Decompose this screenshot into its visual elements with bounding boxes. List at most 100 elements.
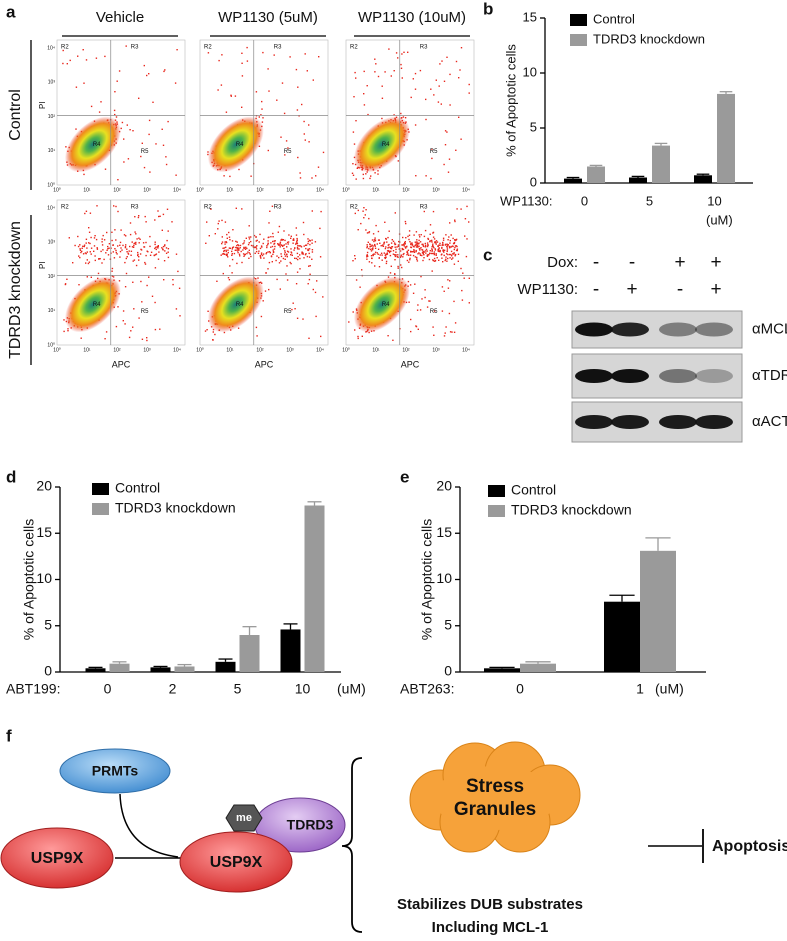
event-dot bbox=[228, 277, 229, 278]
event-dot bbox=[392, 340, 393, 341]
event-dot bbox=[385, 246, 386, 247]
event-dot bbox=[221, 54, 222, 55]
event-dot bbox=[315, 316, 316, 317]
event-dot bbox=[243, 242, 244, 243]
event-dot bbox=[315, 292, 316, 293]
column-header: WP1130 (10uM) bbox=[358, 9, 466, 26]
event-dot bbox=[96, 58, 97, 59]
event-dot bbox=[394, 259, 395, 260]
event-dot bbox=[80, 250, 81, 251]
event-dot bbox=[308, 141, 309, 142]
event-dot bbox=[138, 98, 139, 99]
event-dot bbox=[405, 221, 406, 222]
event-dot bbox=[120, 229, 121, 230]
event-dot bbox=[98, 258, 99, 259]
event-dot bbox=[320, 256, 321, 257]
event-dot bbox=[259, 116, 260, 117]
event-dot bbox=[274, 243, 275, 244]
event-dot bbox=[155, 267, 156, 268]
event-dot bbox=[425, 175, 426, 176]
event-dot bbox=[456, 239, 457, 240]
event-dot bbox=[247, 60, 248, 61]
event-dot bbox=[117, 179, 118, 180]
event-dot bbox=[164, 69, 165, 70]
event-dot bbox=[208, 52, 209, 53]
event-dot bbox=[449, 280, 450, 281]
event-dot bbox=[84, 246, 85, 247]
event-dot bbox=[267, 244, 268, 245]
event-dot bbox=[213, 331, 214, 332]
bar-chart: d05101520% of Apoptotic cells02510ABT199… bbox=[6, 467, 366, 696]
sign: - bbox=[593, 279, 599, 300]
event-dot bbox=[415, 175, 416, 176]
tick-label: 10¹ bbox=[226, 347, 234, 353]
event-dot bbox=[142, 339, 143, 340]
event-dot bbox=[154, 302, 155, 303]
blot-band bbox=[575, 323, 613, 337]
event-dot bbox=[140, 249, 141, 250]
event-dot bbox=[397, 57, 398, 58]
event-dot bbox=[129, 337, 130, 338]
event-dot bbox=[113, 251, 114, 252]
event-dot bbox=[205, 330, 206, 331]
event-dot bbox=[425, 250, 426, 251]
event-dot bbox=[421, 234, 422, 235]
event-dot bbox=[378, 231, 379, 232]
event-dot bbox=[363, 207, 364, 208]
event-dot bbox=[391, 246, 392, 247]
event-dot bbox=[433, 260, 434, 261]
event-dot bbox=[285, 255, 286, 256]
event-dot bbox=[402, 237, 403, 238]
event-dot bbox=[364, 71, 365, 72]
event-dot bbox=[425, 99, 426, 100]
event-dot bbox=[209, 235, 210, 236]
event-dot bbox=[114, 91, 115, 92]
event-dot bbox=[250, 241, 251, 242]
event-dot bbox=[370, 175, 371, 176]
event-dot bbox=[417, 260, 418, 261]
event-dot bbox=[239, 254, 240, 255]
event-dot bbox=[363, 178, 364, 179]
legend-label: Control bbox=[593, 11, 635, 26]
event-dot bbox=[454, 264, 455, 265]
event-dot bbox=[292, 255, 293, 256]
event-dot bbox=[78, 284, 79, 285]
event-dot bbox=[419, 249, 420, 250]
event-dot bbox=[148, 134, 149, 135]
event-dot bbox=[405, 117, 406, 118]
event-dot bbox=[398, 246, 399, 247]
x-tick-label: 5 bbox=[234, 681, 242, 697]
event-dot bbox=[393, 250, 394, 251]
event-dot bbox=[409, 259, 410, 260]
tick-label: 10⁴ bbox=[316, 187, 324, 193]
node-label: Granules bbox=[454, 799, 536, 820]
event-dot bbox=[398, 160, 399, 161]
event-dot bbox=[363, 217, 364, 218]
event-dot bbox=[305, 53, 306, 54]
event-dot bbox=[429, 259, 430, 260]
event-dot bbox=[286, 140, 287, 141]
event-dot bbox=[105, 169, 106, 170]
event-dot bbox=[290, 254, 291, 255]
error-bar bbox=[590, 165, 603, 166]
event-dot bbox=[309, 248, 310, 249]
event-dot bbox=[67, 63, 68, 64]
event-dot bbox=[259, 234, 260, 235]
event-dot bbox=[462, 299, 463, 300]
tick-label: 10² bbox=[256, 187, 264, 193]
event-dot bbox=[104, 239, 105, 240]
region-label: R5 bbox=[141, 309, 149, 315]
event-dot bbox=[307, 70, 308, 71]
event-dot bbox=[297, 243, 298, 244]
event-dot bbox=[431, 253, 432, 254]
flow-plot: R2R3R4R510⁰10⁰10¹10¹10²10²10³10³10⁴10⁴PI… bbox=[38, 200, 185, 369]
tick-label: 10⁰ bbox=[196, 187, 204, 193]
event-dot bbox=[150, 255, 151, 256]
event-dot bbox=[114, 229, 115, 230]
event-dot bbox=[384, 222, 385, 223]
event-dot bbox=[104, 338, 105, 339]
event-dot bbox=[168, 248, 169, 249]
event-dot bbox=[247, 251, 248, 252]
event-dot bbox=[408, 262, 409, 263]
event-dot bbox=[374, 244, 375, 245]
